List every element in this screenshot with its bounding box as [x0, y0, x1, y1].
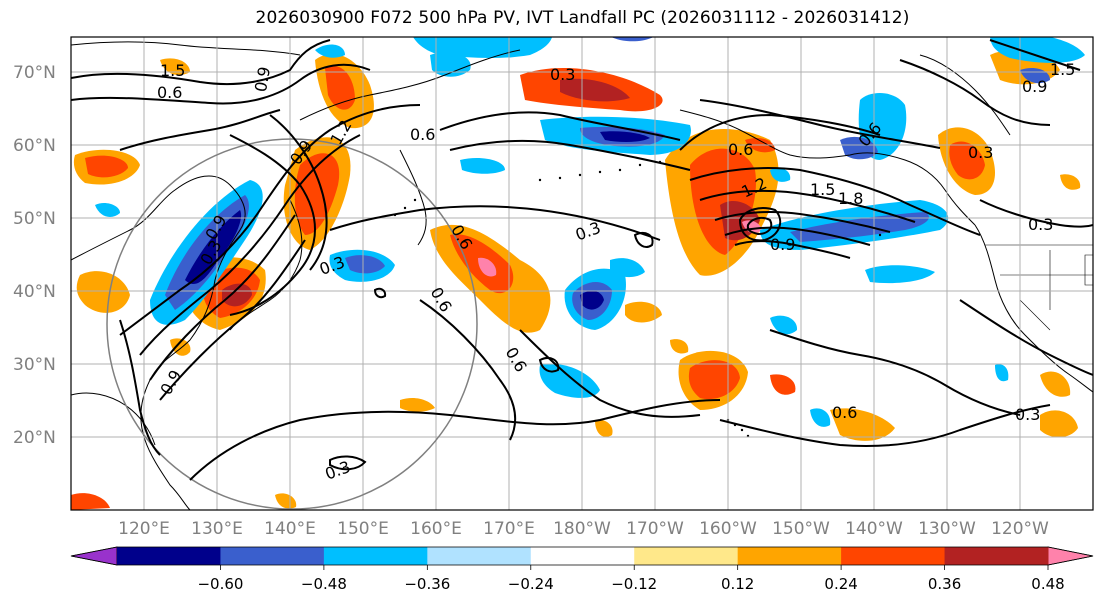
lon-label: 170°W — [626, 519, 684, 539]
colorbar-tick-label: −0.36 — [404, 575, 450, 593]
colorbar-segment — [117, 547, 221, 565]
contour-label: 0.6 — [832, 403, 857, 422]
colorbar-max-arrow — [1047, 546, 1094, 566]
colorbar-frame — [70, 546, 1094, 566]
contour-label: 1.5 — [810, 180, 835, 199]
colorbar-tick-label: 0.24 — [824, 575, 857, 593]
coastlines — [71, 41, 1093, 510]
colorbar-segment — [530, 547, 635, 565]
colorbar: −0.60 −0.48 −0.36 −0.24 −0.12 0.12 0.24 0.36 0.4… — [70, 546, 1094, 593]
contour-label: 0.6 — [410, 125, 435, 144]
lon-label: 150°W — [772, 519, 830, 539]
contour-label: 1.5 — [160, 61, 185, 80]
contour-label: 0.3 — [1015, 405, 1040, 424]
lon-label: 150°E — [337, 519, 389, 539]
range-circle — [106, 138, 478, 510]
lat-label: 30°N — [13, 355, 56, 375]
colorbar-segment — [737, 547, 842, 565]
contour-label: 0.9 — [770, 235, 795, 254]
black-contours — [71, 39, 1093, 481]
lon-label: 130°W — [918, 519, 976, 539]
lon-label: 170°E — [483, 519, 535, 539]
colorbar-tick-label: −0.48 — [301, 575, 347, 593]
lat-label: 40°N — [13, 282, 56, 302]
contour-label: 1.8 — [838, 189, 863, 208]
colorbar-segment — [323, 547, 428, 565]
contour-label: 0.9 — [251, 65, 274, 93]
lat-label: 60°N — [13, 136, 56, 156]
lon-label: 120°W — [991, 519, 1049, 539]
colorbar-segment — [634, 547, 739, 565]
lon-label: 160°W — [699, 519, 757, 539]
map-title: 2026030900 F072 500 hPa PV, IVT Landfall… — [255, 8, 910, 28]
contour-label: 1.5 — [1050, 60, 1075, 79]
lon-label: 130°E — [191, 519, 243, 539]
contour-label: 0.3 — [968, 143, 993, 162]
lat-label: 50°N — [13, 209, 56, 229]
colorbar-segment — [944, 547, 1049, 565]
colorbar-tick-label: 0.36 — [928, 575, 961, 593]
contour-label: 0.6 — [728, 140, 753, 159]
pv-shading — [71, 37, 1093, 510]
lat-label: 70°N — [13, 63, 56, 83]
contour-label: 0.3 — [1028, 215, 1053, 234]
colorbar-min-arrow — [70, 546, 118, 566]
colorbar-tick-label: 0.48 — [1031, 575, 1064, 593]
lon-label: 140°W — [845, 519, 903, 539]
colorbar-segment — [220, 547, 325, 565]
lon-label: 180°W — [553, 519, 611, 539]
colorbar-tick-label: 0.12 — [721, 575, 754, 593]
lon-label: 140°E — [264, 519, 316, 539]
colorbar-tick-label: −0.60 — [197, 575, 243, 593]
contour-label: 0.6 — [157, 83, 182, 102]
colorbar-segment — [841, 547, 946, 565]
map-frame — [70, 36, 1094, 511]
contour-label: 0.9 — [1022, 77, 1047, 96]
longitude-labels: 120°E 130°E 140°E 150°E 160°E 170°E 180°… — [118, 519, 1049, 539]
latitude-labels: 70°N 60°N 50°N 40°N 30°N 20°N — [13, 63, 56, 448]
lon-label: 120°E — [118, 519, 170, 539]
contour-label: 0.3 — [550, 65, 575, 84]
lon-label: 160°E — [410, 519, 462, 539]
colorbar-tick-label: −0.12 — [611, 575, 657, 593]
colorbar-segment — [427, 547, 532, 565]
colorbar-tick-label: −0.24 — [508, 575, 554, 593]
lat-label: 20°N — [13, 428, 56, 448]
